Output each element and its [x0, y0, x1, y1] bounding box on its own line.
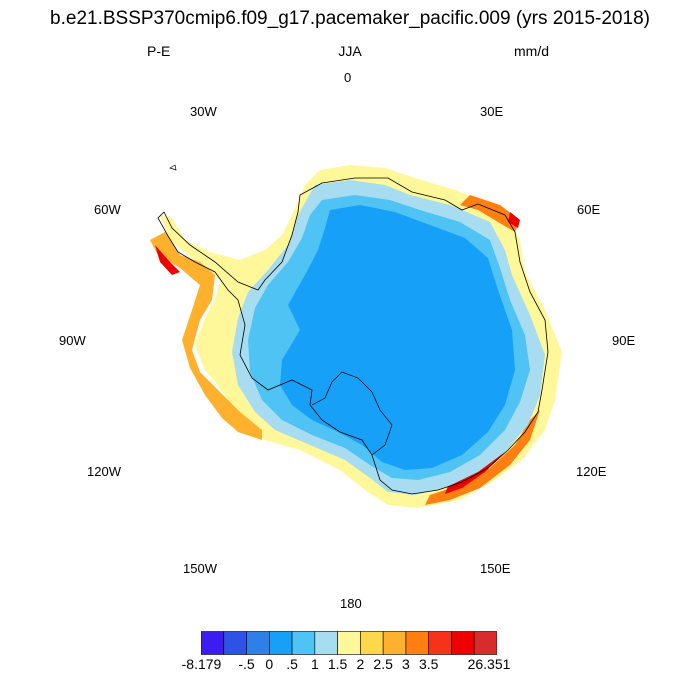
colorbar-swatch	[473, 631, 497, 655]
coastal-band-red-east	[460, 195, 520, 232]
lon-label-150w: 150W	[183, 561, 217, 576]
ice-shelf-outline	[311, 371, 393, 456]
lon-label-150e: 150E	[480, 561, 511, 576]
lon-label-0: 0	[344, 70, 352, 85]
coastline	[157, 177, 549, 495]
colorbar-swatch	[405, 631, 429, 655]
colorbar-tick-label: -.5	[238, 656, 255, 672]
colorbar-swatch	[246, 631, 270, 655]
plot-title: b.e21.BSSP370cmip6.f09_g17.pacemaker_pac…	[50, 8, 650, 29]
lon-label-30w: 30W	[190, 104, 217, 119]
colorbar-tick-label: 0	[265, 656, 274, 672]
lon-label-120e: 120E	[576, 464, 607, 479]
colorbar-swatch	[382, 631, 407, 655]
lon-label-120w: 120W	[87, 464, 121, 479]
lon-label-90e: 90E	[612, 333, 636, 348]
colorbar-swatch	[360, 631, 384, 655]
colorbar-tick-label: 26.351	[467, 656, 511, 672]
lon-label-60w: 60W	[94, 202, 121, 217]
colorbar-tick-label: 3	[402, 656, 410, 672]
colorbar-tick-label: -8.179	[181, 656, 222, 672]
island-outline	[169, 164, 177, 171]
colorbar-swatch	[428, 631, 452, 655]
colorbar-tick-label: 1	[310, 656, 319, 672]
lon-label-60e: 60E	[577, 202, 601, 217]
colorbar-swatch	[451, 631, 475, 655]
interior-blue-core	[280, 205, 515, 470]
colorbar-swatch	[201, 631, 225, 655]
lon-label-30e: 30E	[480, 104, 504, 119]
colorbar-swatch	[314, 631, 338, 655]
colorbar-tick-label: .5	[286, 656, 298, 672]
coastal-band-red-southeast	[425, 410, 540, 505]
colorbar-swatch	[223, 631, 247, 655]
units-label: mm/d	[514, 43, 549, 59]
colorbar-tick-label: 1.5	[327, 656, 348, 672]
lon-label-90w: 90W	[59, 333, 86, 348]
colorbar-tick-label: 3.5	[418, 656, 439, 672]
colorbar-swatch	[269, 631, 293, 655]
lon-label-180: 180	[340, 596, 362, 611]
variable-label: P-E	[147, 43, 171, 59]
colorbar-tick-label: 2	[356, 656, 365, 672]
colorbar-tick-label: 2.5	[373, 656, 393, 672]
colorbar-swatch	[337, 631, 361, 655]
colorbar	[201, 631, 497, 655]
colorbar-swatch	[291, 631, 316, 655]
season-label: JJA	[338, 43, 362, 59]
